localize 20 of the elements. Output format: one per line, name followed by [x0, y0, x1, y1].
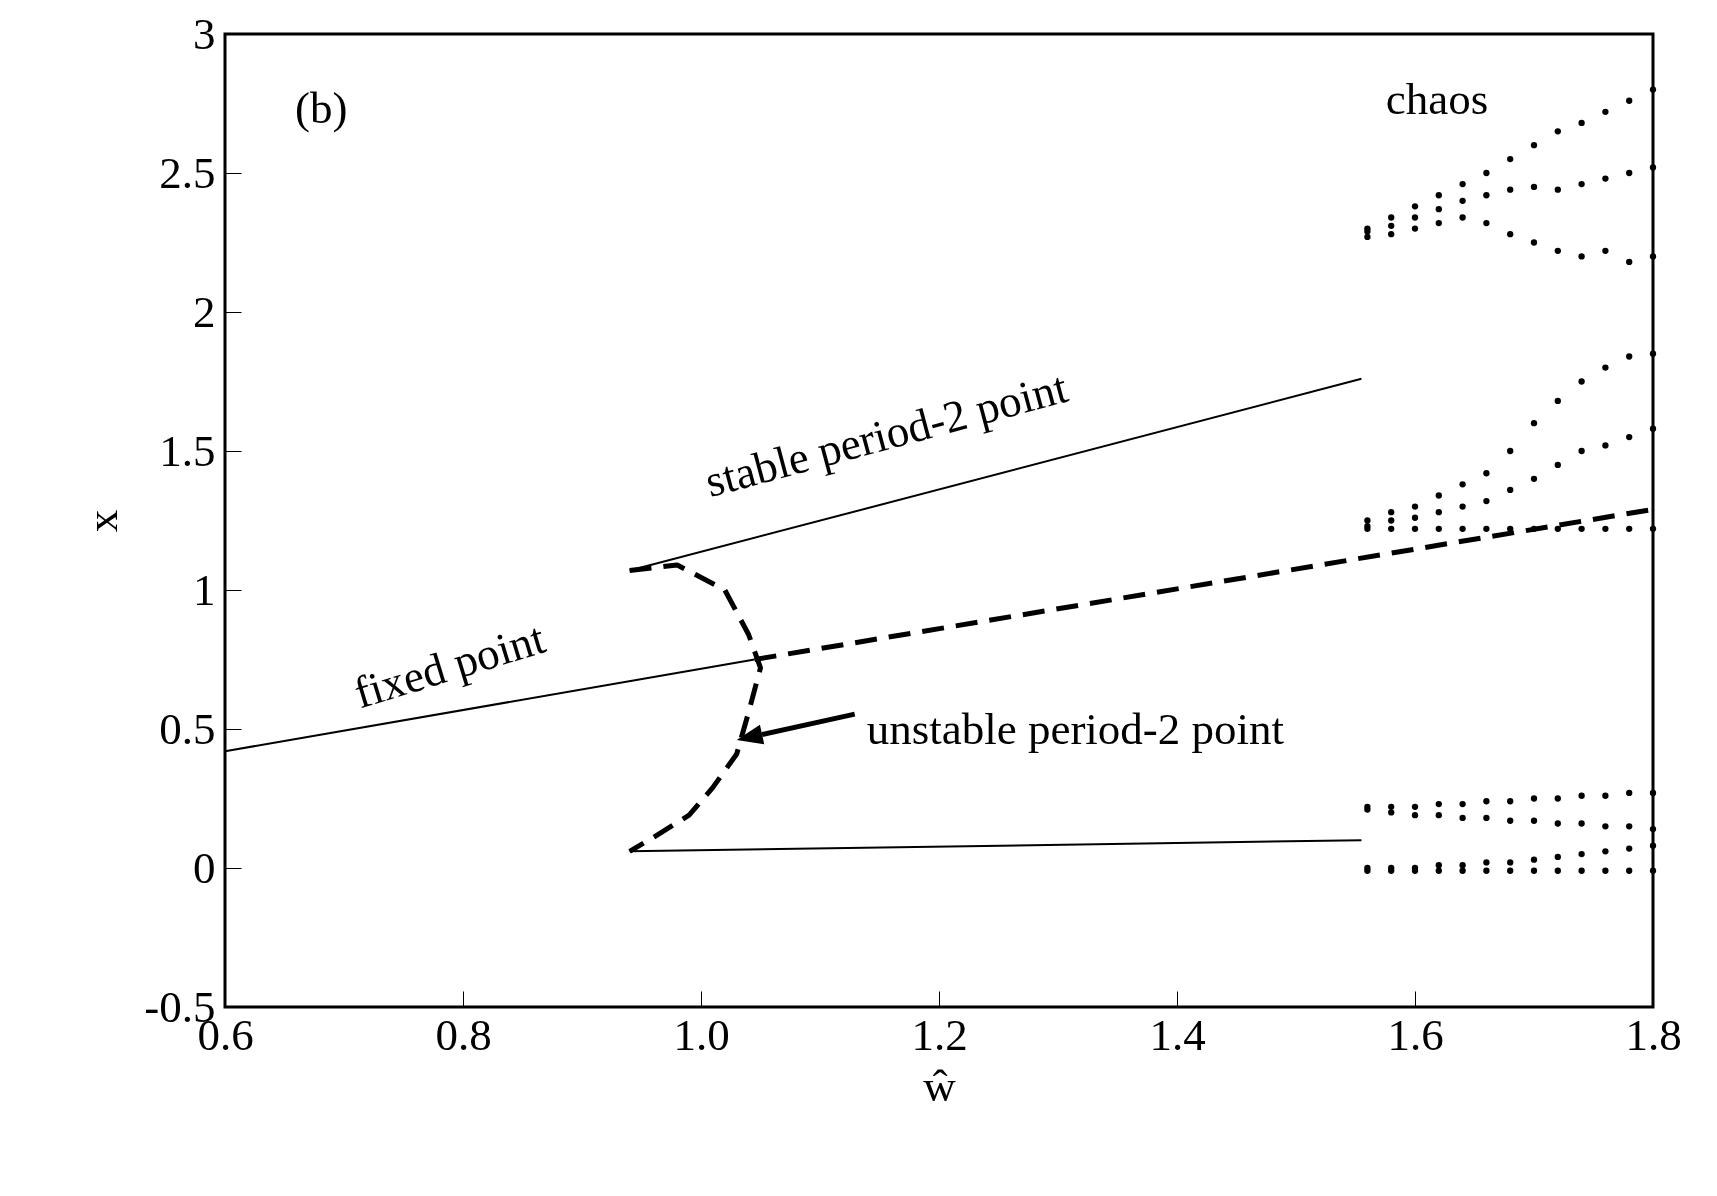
x-tick-label: 1.2: [911, 1009, 968, 1060]
annotation: chaos: [1385, 74, 1489, 124]
y-tick-label: 2: [193, 286, 216, 337]
y-tick-label: 1: [193, 564, 216, 615]
y-tick-label: 2.5: [159, 147, 216, 198]
x-axis-title: ŵ: [923, 1060, 957, 1111]
y-axis-title: x: [77, 509, 128, 533]
y-tick-label: 3: [193, 8, 216, 59]
x-tick-label: 1.4: [1149, 1009, 1206, 1060]
y-tick-label: 0.5: [159, 703, 216, 754]
annotation: (b): [295, 83, 348, 133]
annotation: fixed point: [348, 612, 552, 719]
x-tick-label: 1.0: [673, 1009, 730, 1060]
x-tick-label: 0.8: [435, 1009, 492, 1060]
x-tick-label: 1.6: [1387, 1009, 1444, 1060]
x-tick-label: 1.8: [1625, 1009, 1682, 1060]
y-tick-label: 1.5: [159, 425, 216, 476]
annotation: unstable period-2 point: [866, 704, 1285, 755]
annotation: stable period-2 point: [699, 362, 1074, 507]
y-tick-label: 0: [193, 842, 216, 893]
